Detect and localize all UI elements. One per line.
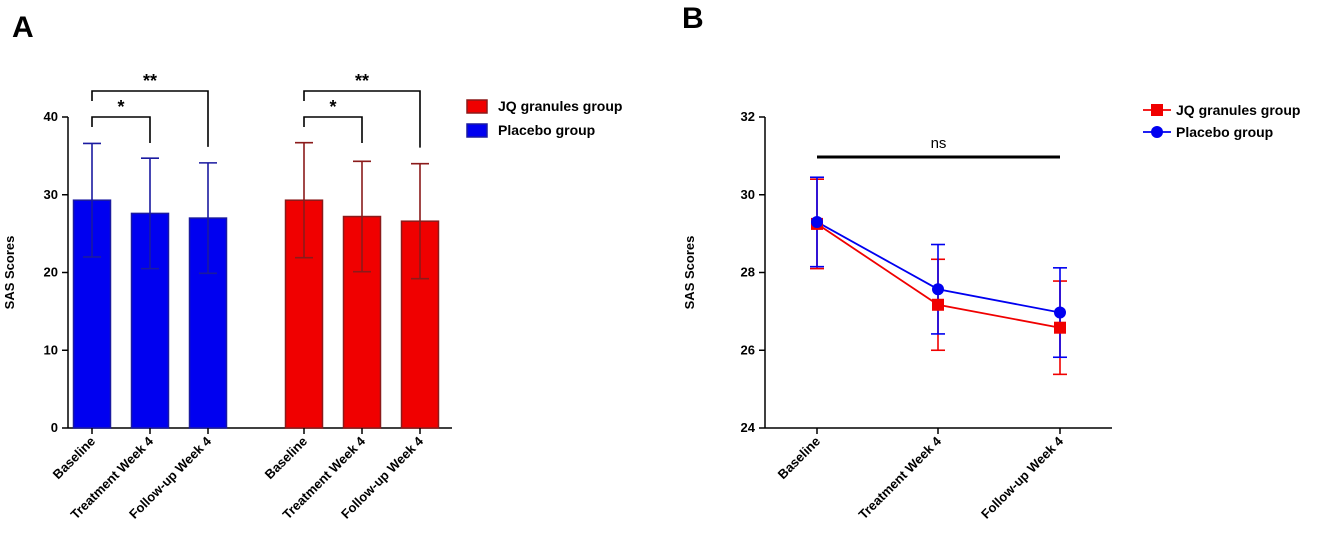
significance-label: * (117, 97, 124, 117)
panel-a-letter: A (12, 11, 34, 44)
y-tick-label: 20 (44, 265, 58, 280)
y-axis-label: SAS Scores (2, 236, 17, 310)
data-point-jq-granules-group (932, 298, 944, 311)
legend-swatch (466, 123, 488, 138)
legend-label: Placebo group (498, 122, 595, 138)
x-tick-label: Follow-up Week 4 (978, 433, 1067, 522)
legend-label: Placebo group (1176, 124, 1273, 140)
x-tick-label: Baseline (775, 434, 823, 482)
legend-marker (1151, 126, 1163, 138)
significance-bracket (303, 116, 363, 143)
x-tick-label: Baseline (50, 434, 98, 482)
x-tick-label: Treatment Week 4 (856, 433, 945, 522)
legend-marker (1151, 104, 1163, 116)
panel-b-letter: B (682, 2, 704, 35)
y-tick-label: 32 (741, 109, 755, 124)
data-point-jq-granules-group (1054, 321, 1066, 334)
significance-bracket (303, 90, 421, 148)
x-tick-label: Baseline (262, 434, 310, 482)
y-tick-label: 0 (51, 420, 58, 435)
y-axis-label: SAS Scores (682, 236, 697, 310)
y-tick-label: 26 (741, 342, 755, 357)
significance-bracket (91, 90, 209, 147)
chart-b: 24 26 28 30 32 SAS Scores Baseline Treatment We… (682, 102, 1300, 522)
significance-bracket (91, 116, 151, 143)
significance-label: * (329, 97, 336, 117)
data-point-placebo-group (932, 283, 944, 296)
legend-swatch (466, 99, 488, 114)
y-tick-label: 40 (44, 109, 58, 124)
ns-label: ns (931, 135, 947, 152)
legend-label: JQ granules group (1176, 102, 1300, 118)
y-tick-label: 10 (44, 342, 58, 357)
y-tick-label: 30 (44, 187, 58, 202)
significance-label: ** (355, 71, 369, 91)
significance-label: ** (143, 71, 157, 91)
data-point-placebo-group (811, 215, 823, 228)
y-tick-label: 28 (741, 265, 755, 280)
legend-label: JQ granules group (498, 98, 622, 114)
data-point-placebo-group (1054, 306, 1066, 319)
y-tick-label: 24 (741, 420, 756, 435)
y-tick-label: 30 (741, 187, 755, 202)
